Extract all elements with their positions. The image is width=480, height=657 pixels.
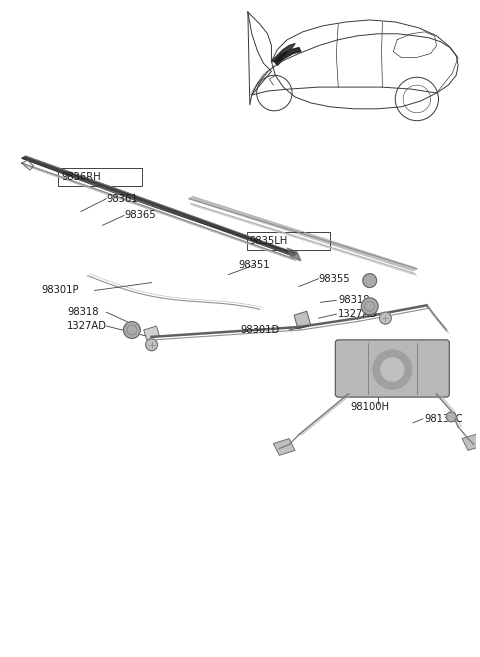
Text: 98318: 98318 [338, 296, 370, 306]
Polygon shape [462, 434, 480, 451]
Polygon shape [275, 47, 301, 66]
Text: 9835LH: 9835LH [250, 236, 288, 246]
FancyBboxPatch shape [336, 340, 449, 397]
Text: 98365: 98365 [124, 210, 156, 221]
Text: 98355: 98355 [319, 274, 350, 284]
Polygon shape [144, 326, 159, 340]
Polygon shape [274, 439, 295, 455]
Circle shape [123, 321, 140, 338]
Text: 98301D: 98301D [240, 325, 279, 335]
Circle shape [145, 339, 157, 351]
Text: 9836RH: 9836RH [61, 172, 101, 182]
Polygon shape [272, 43, 295, 62]
Text: 98361: 98361 [107, 194, 138, 204]
Circle shape [361, 298, 378, 315]
Text: 98131C: 98131C [425, 414, 463, 424]
Circle shape [372, 350, 412, 389]
Text: 98100H: 98100H [350, 402, 389, 412]
Polygon shape [22, 156, 297, 256]
Circle shape [380, 312, 391, 324]
Text: 1327AD: 1327AD [338, 309, 378, 319]
Text: 1327AD: 1327AD [67, 321, 107, 331]
Circle shape [381, 357, 404, 381]
Polygon shape [294, 311, 311, 329]
Polygon shape [287, 248, 301, 261]
Text: 98301P: 98301P [41, 286, 79, 296]
Text: 98351: 98351 [238, 260, 270, 270]
Circle shape [363, 274, 377, 288]
Circle shape [446, 412, 456, 422]
Polygon shape [189, 196, 417, 271]
Text: 98318: 98318 [67, 307, 98, 317]
